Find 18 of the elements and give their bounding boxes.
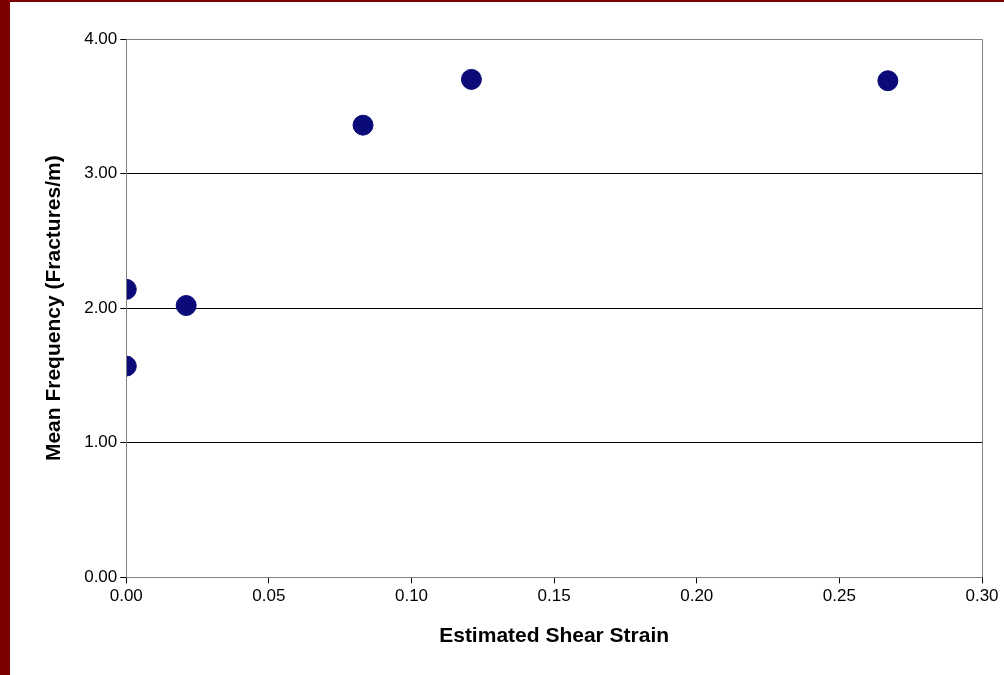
point bbox=[352, 114, 374, 136]
x-tick-label: 0.30 bbox=[965, 586, 999, 606]
y-tick-label: 1.00 bbox=[84, 432, 118, 452]
y-tick-label: 3.00 bbox=[84, 163, 118, 183]
point bbox=[877, 70, 899, 92]
y-tick-label: 4.00 bbox=[84, 28, 118, 48]
x-tick-label: 0.20 bbox=[680, 586, 714, 606]
x-tick-label: 0.00 bbox=[109, 586, 143, 606]
point bbox=[175, 295, 197, 317]
y-axis-title: Mean Frequency (Fractures/m) bbox=[41, 155, 65, 462]
x-tick-label: 0.05 bbox=[252, 586, 286, 606]
point bbox=[460, 68, 482, 90]
x-tick-label: 0.10 bbox=[394, 586, 429, 606]
x-tick-label: 0.25 bbox=[822, 586, 856, 606]
y-tick-label: 2.00 bbox=[84, 297, 118, 317]
x-tick-label: 0.15 bbox=[537, 586, 571, 606]
x-axis-title: Estimated Shear Strain bbox=[439, 623, 670, 647]
y-tick-label: 0.00 bbox=[84, 567, 118, 587]
